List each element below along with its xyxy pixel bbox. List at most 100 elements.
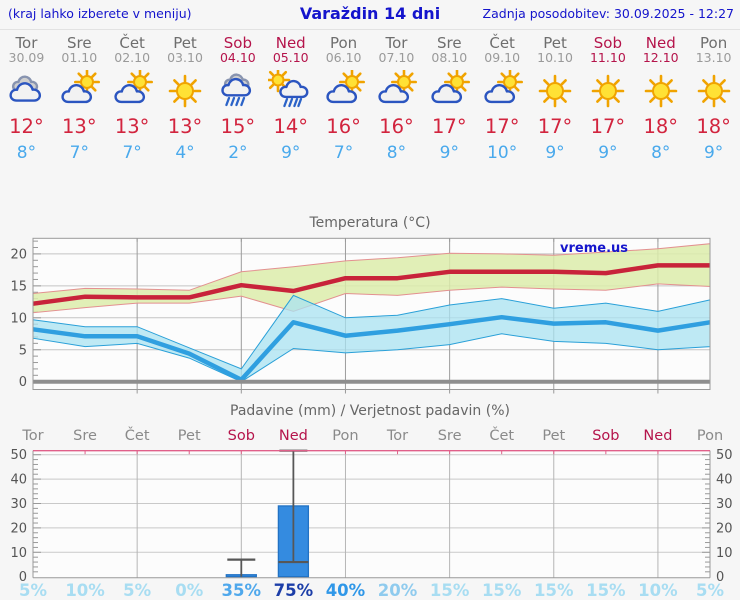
rain-icon (215, 70, 261, 110)
precip-axis-label-right: 50 (716, 448, 733, 463)
day-date: 09.10 (484, 50, 521, 65)
day-date: 08.10 (431, 50, 468, 65)
precip-axis-label-right: 30 (716, 497, 733, 512)
precip-day-label: Pet (177, 428, 201, 444)
precip-probability-row: 5% 10% 5% 0% 35% 75% 40% 20% 15% 15% 15% 15% 10% 5% (0, 581, 740, 600)
day-high-temp: 16° (379, 115, 414, 138)
day-date: 13.10 (695, 50, 732, 65)
page-title: Varaždin 14 dni (299, 4, 441, 23)
day-low-temp: 7° (122, 143, 142, 163)
precip-probability: 5% (18, 581, 48, 600)
day-date: 01.10 (61, 50, 98, 65)
day-name: Sob (223, 34, 252, 52)
day-high-temp: 18° (643, 115, 679, 138)
day-column[interactable]: Ned 05.10 14° 9° (264, 31, 317, 169)
day-name: Pon (700, 34, 728, 52)
sunny-icon (638, 70, 684, 110)
day-column[interactable]: Sre 08.10 17° 9° (423, 31, 476, 169)
precip-day-label: Ned (278, 428, 308, 444)
precip-axis-label-right: 40 (716, 473, 733, 488)
partly-cloudy-icon (479, 69, 525, 110)
precip-day-label: Pon (696, 428, 724, 444)
day-name: Tor (15, 34, 38, 52)
day-name: Čet (489, 34, 515, 52)
precip-day-label: Sre (73, 428, 97, 444)
day-name: Sre (66, 34, 92, 52)
day-column[interactable]: Sob 04.10 15° 2° (211, 31, 264, 169)
precip-day-label: Ned (643, 428, 673, 444)
day-low-temp: 9° (281, 143, 301, 163)
day-column[interactable]: Pon 06.10 16° 7° (317, 31, 370, 169)
day-high-temp: 12° (9, 115, 44, 138)
day-low-temp: 9° (545, 143, 565, 163)
day-low-temp: 8° (386, 143, 407, 163)
temp-axis-label: 0 (19, 375, 27, 390)
precip-probability: 35% (221, 581, 262, 600)
precip-probability: 10% (638, 581, 678, 600)
day-column[interactable]: Tor 30.09 12° 8° (0, 31, 53, 169)
day-column[interactable]: Ned 12.10 18° 8° (634, 31, 687, 169)
day-name: Pet (543, 34, 567, 52)
day-high-temp: 15° (220, 115, 256, 138)
day-date: 12.10 (642, 50, 679, 65)
day-high-temp: 17° (432, 115, 467, 138)
day-column[interactable]: Čet 02.10 13° 7° (106, 31, 159, 169)
precipitation-chart: 0 0 10 10 20 20 30 30 40 40 50 50 (10, 448, 733, 584)
precip-probability: 75% (273, 581, 314, 600)
precip-axis-label-right: 10 (716, 546, 733, 561)
day-date: 11.10 (589, 50, 626, 65)
precip-axis-label-left: 30 (10, 497, 27, 512)
day-column[interactable]: Sob 11.10 17° 9° (581, 31, 634, 169)
sunny-icon (585, 70, 631, 110)
precip-day-label: Tor (386, 428, 409, 444)
precip-axis-label-left: 20 (10, 521, 27, 536)
day-name: Čet (119, 34, 145, 52)
precip-axis-label-left: 40 (10, 473, 27, 488)
page-header: (kraj lahko izberete v meniju) Varaždin … (0, 0, 740, 29)
precip-probability: 15% (586, 581, 626, 600)
day-date: 03.10 (167, 50, 203, 65)
partly-cloudy-icon (56, 69, 102, 110)
day-column[interactable]: Čet 09.10 17° 10° (476, 31, 529, 169)
day-date: 07.10 (378, 50, 415, 65)
vreme-watermark-link[interactable]: vreme.us (560, 241, 628, 256)
day-date: 02.10 (114, 50, 151, 65)
precip-day-label: Čet (489, 428, 515, 444)
day-high-temp: 13° (167, 115, 203, 138)
day-high-temp: 17° (590, 115, 626, 138)
sunny-icon (532, 70, 578, 110)
day-name: Tor (385, 34, 408, 52)
day-column[interactable]: Pon 13.10 18° 9° (687, 31, 740, 169)
temperature-chart-title: Temperatura (°C) (309, 215, 431, 231)
precip-day-label: Pet (542, 428, 566, 444)
day-high-temp: 14° (273, 115, 309, 138)
temp-axis-label: 15 (10, 279, 27, 294)
day-column[interactable]: Pet 03.10 13° 4° (159, 31, 212, 169)
day-date: 04.10 (219, 50, 256, 65)
precip-axis-label-right: 0 (716, 570, 724, 584)
precip-day-label: Tor (22, 428, 44, 444)
precip-probability: 5% (695, 581, 725, 600)
day-name: Sre (437, 34, 462, 52)
precip-day-label: Čet (124, 428, 150, 444)
last-updated: Zadnja posodobitev: 30.09.2025 - 12:27 (482, 6, 734, 21)
precip-day-label: Sre (437, 428, 462, 444)
precip-probability: 15% (429, 581, 470, 600)
min-temp-line (32, 314, 711, 383)
day-high-temp: 13° (62, 115, 97, 138)
precip-probability: 15% (534, 581, 574, 600)
day-column[interactable]: Pet 10.10 17° 9° (529, 31, 582, 169)
precipitation-chart-title: Padavine (mm) / Verjetnost padavin (%) (230, 403, 510, 419)
precip-day-label: Sob (592, 428, 620, 444)
day-low-temp: 7° (69, 143, 89, 163)
day-name: Ned (645, 34, 676, 52)
day-column[interactable]: Tor 07.10 16° 8° (370, 31, 423, 169)
precip-probability: 10% (65, 581, 105, 600)
day-date: 06.10 (325, 50, 362, 65)
sunny-icon (162, 70, 208, 110)
precip-axis-label-left: 50 (10, 448, 27, 463)
location-menu-note: (kraj lahko izberete v meniju) (8, 6, 192, 21)
temp-axis-label: 20 (10, 247, 27, 262)
day-column[interactable]: Sre 01.10 13° 7° (53, 31, 106, 169)
